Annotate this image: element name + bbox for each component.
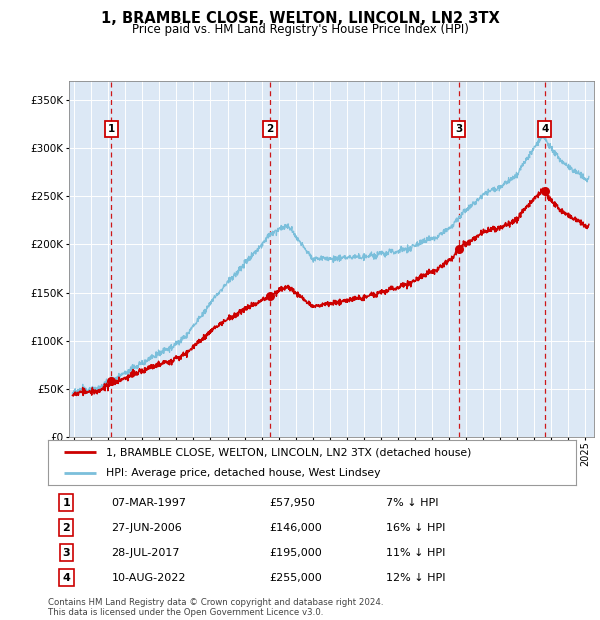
Text: £146,000: £146,000	[270, 523, 323, 533]
Text: 3: 3	[62, 547, 70, 557]
Text: 4: 4	[62, 572, 70, 583]
Text: 07-MAR-1997: 07-MAR-1997	[112, 497, 187, 508]
Text: This data is licensed under the Open Government Licence v3.0.: This data is licensed under the Open Gov…	[48, 608, 323, 617]
Text: 3: 3	[455, 124, 463, 134]
Text: £255,000: £255,000	[270, 572, 323, 583]
Text: 11% ↓ HPI: 11% ↓ HPI	[386, 547, 445, 557]
Text: 1, BRAMBLE CLOSE, WELTON, LINCOLN, LN2 3TX (detached house): 1, BRAMBLE CLOSE, WELTON, LINCOLN, LN2 3…	[106, 447, 472, 458]
Text: 1, BRAMBLE CLOSE, WELTON, LINCOLN, LN2 3TX: 1, BRAMBLE CLOSE, WELTON, LINCOLN, LN2 3…	[101, 11, 499, 26]
Text: 27-JUN-2006: 27-JUN-2006	[112, 523, 182, 533]
Text: 2: 2	[62, 523, 70, 533]
Text: 1: 1	[62, 497, 70, 508]
Text: 7% ↓ HPI: 7% ↓ HPI	[386, 497, 439, 508]
Text: Contains HM Land Registry data © Crown copyright and database right 2024.: Contains HM Land Registry data © Crown c…	[48, 598, 383, 607]
Text: Price paid vs. HM Land Registry's House Price Index (HPI): Price paid vs. HM Land Registry's House …	[131, 23, 469, 36]
Text: 4: 4	[541, 124, 548, 134]
Text: HPI: Average price, detached house, West Lindsey: HPI: Average price, detached house, West…	[106, 467, 380, 478]
Text: 2: 2	[266, 124, 274, 134]
Text: 28-JUL-2017: 28-JUL-2017	[112, 547, 180, 557]
Text: £195,000: £195,000	[270, 547, 323, 557]
Text: 1: 1	[107, 124, 115, 134]
Text: 16% ↓ HPI: 16% ↓ HPI	[386, 523, 445, 533]
Text: £57,950: £57,950	[270, 497, 316, 508]
Text: 12% ↓ HPI: 12% ↓ HPI	[386, 572, 445, 583]
Text: 10-AUG-2022: 10-AUG-2022	[112, 572, 186, 583]
